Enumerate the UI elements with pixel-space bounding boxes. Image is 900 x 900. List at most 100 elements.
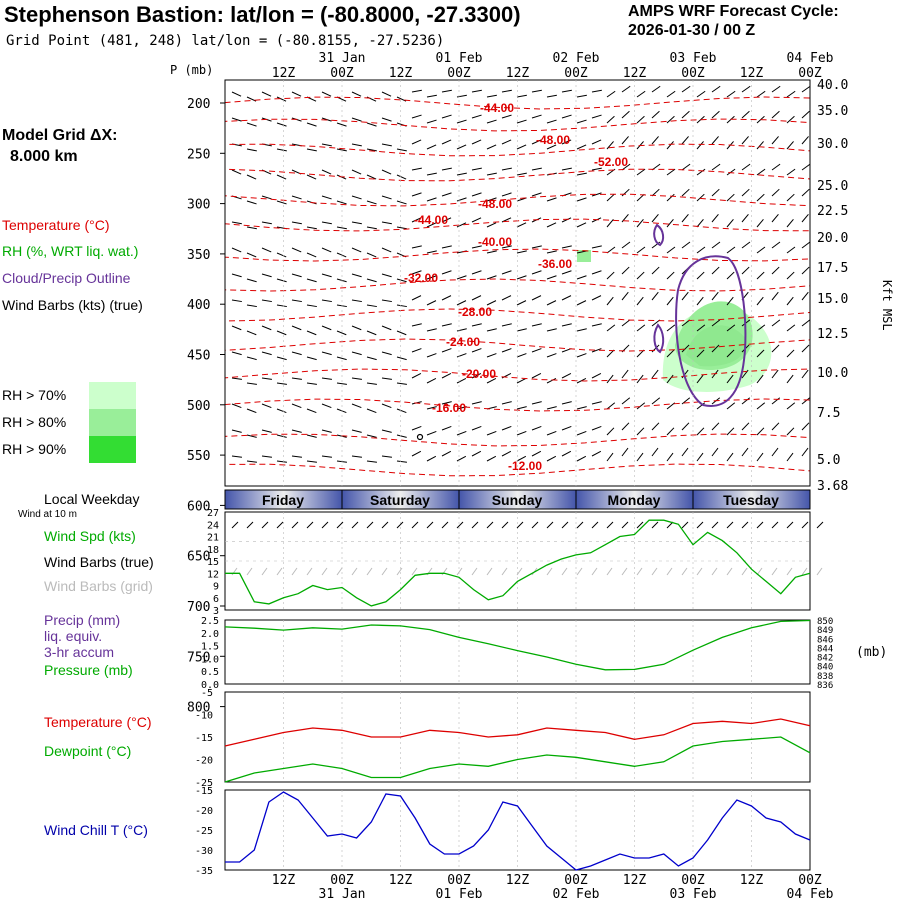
wind-barb-true <box>546 521 554 529</box>
wind-barb <box>756 427 765 436</box>
wind-barb <box>381 169 392 175</box>
wind-barb <box>306 122 317 127</box>
wind-barb <box>231 351 242 356</box>
wind-barb <box>321 455 332 458</box>
wind-barb <box>456 144 467 150</box>
wind-barb <box>411 192 422 197</box>
wind-barb <box>441 167 452 171</box>
legend-rh90: RH > 90% <box>2 441 67 457</box>
wind-barb <box>696 219 704 228</box>
wind-barb <box>621 163 631 171</box>
wind-barb <box>381 325 392 331</box>
wind-barb <box>276 252 287 258</box>
isotherm-line <box>224 193 811 207</box>
wind-barb-grid <box>501 567 508 576</box>
wind-barb <box>726 374 734 384</box>
kft-axis-label: Kft MSL <box>880 280 894 331</box>
wind-barb-true <box>396 521 404 529</box>
wind-barb <box>396 304 407 308</box>
legend-rh: RH (%, WRT liq. wat.) <box>2 243 139 259</box>
wind-barb <box>516 353 527 358</box>
wind-barb-grid <box>276 567 283 576</box>
wind-barb <box>336 382 347 385</box>
wind-barb <box>276 434 287 438</box>
time-tick-bottom: 12Z <box>740 873 764 888</box>
time-tick-bottom: 00Z <box>564 873 588 888</box>
wind-barb <box>756 246 766 254</box>
wind-barb-grid <box>786 567 793 576</box>
pressure-tick: 300 <box>187 198 210 213</box>
isotherm-line <box>224 248 811 262</box>
wind-barb <box>591 295 602 301</box>
isotherm-line <box>224 143 811 157</box>
wind-barb <box>786 374 794 384</box>
wind-barb <box>741 136 749 145</box>
wind-barb <box>291 221 302 225</box>
wind-barb <box>786 296 794 306</box>
wind-barb <box>366 278 377 283</box>
wind-barb <box>426 250 437 254</box>
wind-barb <box>801 319 811 327</box>
wind-barb <box>756 402 766 410</box>
wind-barb <box>516 119 527 124</box>
wind-barb <box>771 397 781 405</box>
wind-barb <box>666 246 676 254</box>
wind-barb-true <box>531 521 539 529</box>
wind-barb-grid <box>591 567 598 576</box>
wind-barb <box>606 452 614 462</box>
wind-barb <box>711 214 719 223</box>
wind-barb <box>501 114 512 119</box>
station-marker <box>416 433 424 441</box>
wind-barb <box>246 200 257 205</box>
wind-barb <box>261 299 272 303</box>
temp-series-line <box>224 718 811 747</box>
wind-barb <box>531 401 542 405</box>
wind-barb <box>546 222 557 228</box>
kft-tick: 10.0 <box>817 366 848 381</box>
wind-barb <box>771 188 780 197</box>
wind-barb <box>456 430 467 436</box>
wind-barb <box>651 188 660 197</box>
wind-barb <box>501 348 512 353</box>
wind-barb <box>261 455 272 458</box>
pressure-tick: 450 <box>187 349 210 364</box>
wind-barb <box>606 90 616 98</box>
wind-barb <box>711 344 720 353</box>
wind-barb <box>561 373 572 379</box>
wind-barb <box>261 351 272 356</box>
pressure-tick: 842 <box>817 654 833 664</box>
wind-barb-true <box>816 521 824 529</box>
wind-barb <box>726 271 735 280</box>
wind-barb <box>246 122 257 127</box>
wind-barb <box>801 344 810 353</box>
wind-barb <box>531 270 542 275</box>
precip-tick: 0.5 <box>201 667 219 678</box>
wind-barb <box>501 270 512 275</box>
wind-barb <box>726 452 734 462</box>
wind-barb-true <box>261 521 269 529</box>
wind-barb-grid <box>681 567 688 576</box>
wind-barb-grid <box>381 567 388 576</box>
wind-barb <box>621 291 629 301</box>
wind-barb <box>411 450 422 457</box>
date-tick-top: 03 Feb <box>670 51 717 66</box>
wind-barb <box>441 139 452 145</box>
wind-barb <box>696 193 705 202</box>
wind-barb <box>276 330 287 336</box>
time-tick-bottom: 12Z <box>389 873 413 888</box>
wind-barb-grid <box>816 567 823 576</box>
wind-barb <box>786 193 795 202</box>
wind-barb <box>306 174 317 180</box>
time-tick-bottom: 00Z <box>447 873 471 888</box>
wind-barb <box>666 168 676 176</box>
wind-barb <box>231 221 242 225</box>
wind-barb <box>801 163 811 171</box>
wind-barb <box>561 167 572 171</box>
wind-barb <box>336 356 347 361</box>
time-tick-top: 12Z <box>740 66 764 81</box>
wind-barb <box>426 328 437 332</box>
wind-barb <box>441 323 452 327</box>
wind-barb <box>471 348 482 353</box>
wind-barb <box>681 291 689 301</box>
wind-barb-true <box>801 521 809 529</box>
